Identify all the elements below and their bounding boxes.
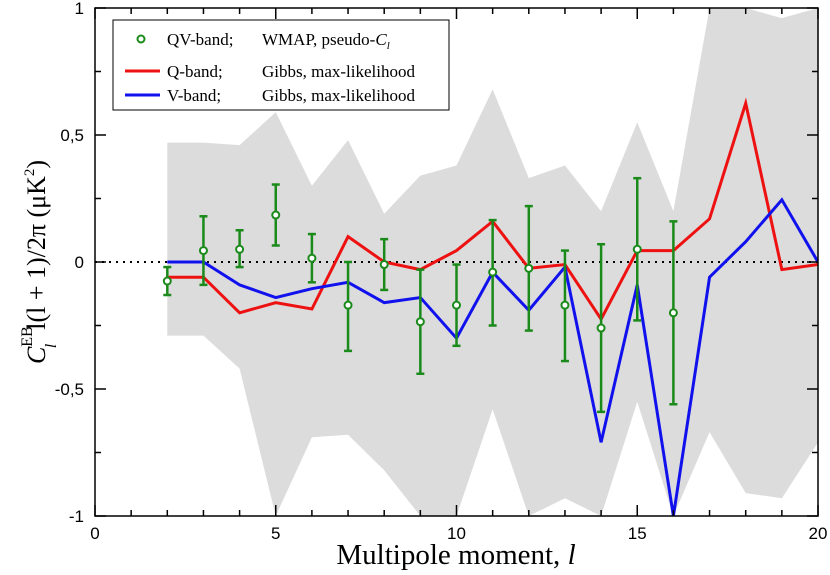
y-tick-label: -1 [69, 507, 84, 526]
data-point [271, 210, 281, 220]
data-point [379, 260, 389, 270]
data-point [524, 263, 534, 273]
data-point [668, 308, 678, 318]
x-tick-label: 10 [447, 524, 466, 543]
y-tick-label: 1 [75, 0, 84, 18]
y-tick-label: -0,5 [55, 380, 84, 399]
legend: QV-band; WMAP, pseudo-Cl Q-band; Gibbs, … [112, 19, 450, 111]
legend-band-qv: QV-band; [167, 30, 233, 49]
data-point [343, 300, 353, 310]
x-tick-label: 20 [809, 524, 828, 543]
legend-box [112, 19, 450, 111]
y-axis-title: CEB ll(l + 1)/2π (μK2) [19, 160, 60, 364]
data-point [596, 323, 606, 333]
legend-band-q: Q-band; [167, 62, 223, 81]
y-tick-label: 0 [75, 253, 84, 272]
x-tick-label: 5 [271, 524, 280, 543]
x-tick-label: 15 [628, 524, 647, 543]
legend-method-q: Gibbs, max-likelihood [262, 62, 415, 81]
legend-band-v: V-band; [167, 86, 221, 105]
legend-marker-qv [136, 34, 146, 44]
data-point [488, 267, 498, 277]
data-point [560, 300, 570, 310]
data-point [632, 244, 642, 254]
data-point [415, 317, 425, 327]
x-tick-label: 0 [90, 524, 99, 543]
legend-method-v: Gibbs, max-likelihood [262, 86, 415, 105]
data-point [307, 253, 317, 263]
data-point [452, 300, 461, 310]
data-point [235, 244, 245, 254]
axis-ticks: 0 5 10 15 20 -1 -0,5 0 0,5 1 [55, 0, 828, 543]
series-layer [162, 97, 818, 516]
data-point [198, 246, 208, 256]
x-axis-title: Multipole moment, l [336, 539, 575, 571]
y-tick-label: 0,5 [60, 126, 84, 145]
legend-method-qv: WMAP, pseudo-Cl [262, 30, 390, 52]
data-point [162, 276, 172, 286]
